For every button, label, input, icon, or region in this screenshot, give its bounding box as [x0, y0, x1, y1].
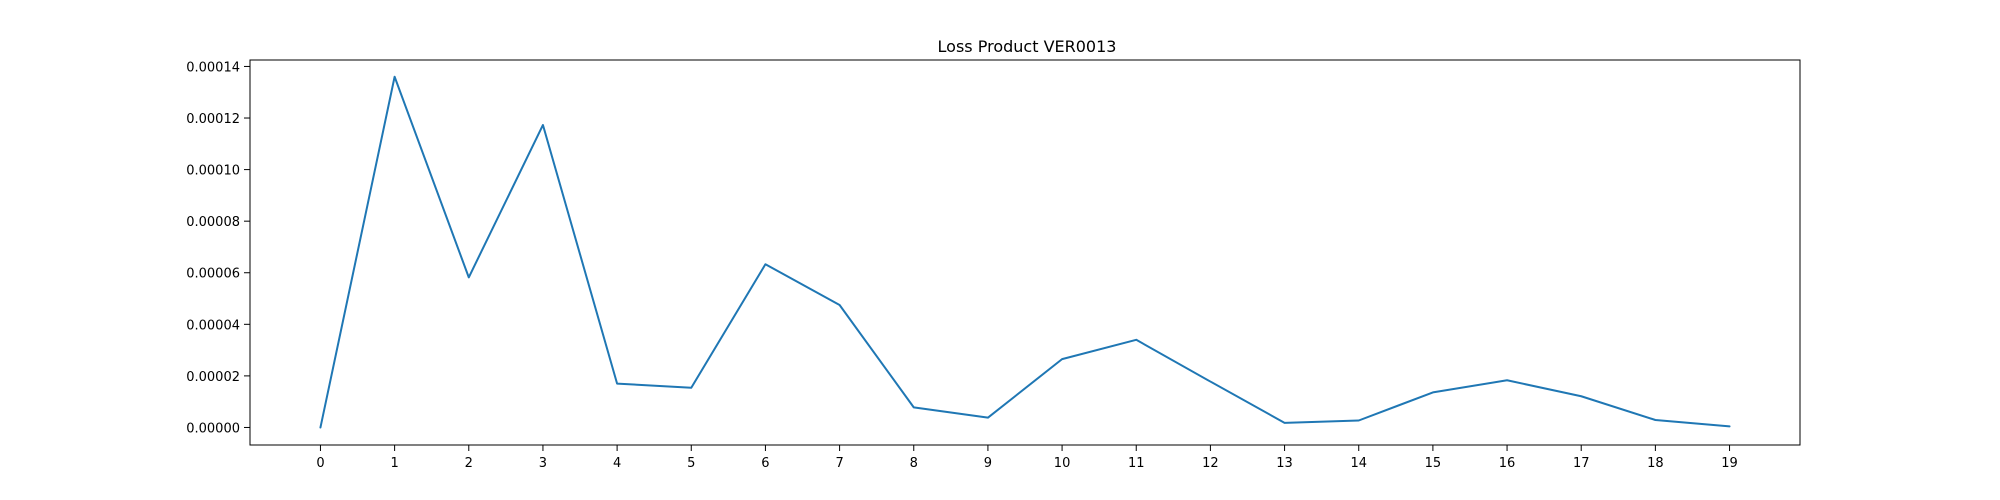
- x-tick-label: 11: [1128, 456, 1145, 471]
- x-tick-label: 4: [613, 456, 621, 471]
- y-tick-label: 0.00008: [186, 215, 240, 230]
- series-layer: [319, 75, 1731, 429]
- x-tick-label: 10: [1054, 456, 1071, 471]
- x-tick-label: 5: [687, 456, 695, 471]
- chart-title: Loss Product VER0013: [938, 37, 1117, 56]
- x-tick-label: 2: [465, 456, 473, 471]
- y-tick-label: 0.00000: [186, 421, 240, 436]
- plot-area-frame: [249, 59, 1801, 446]
- x-tick-label: 19: [1721, 456, 1738, 471]
- series-line: [319, 75, 1731, 429]
- x-tick-label: 15: [1425, 456, 1442, 471]
- y-tick-label: 0.00014: [186, 60, 240, 75]
- x-tick-label: 16: [1499, 456, 1516, 471]
- y-tick-label: 0.00002: [186, 370, 240, 385]
- x-tick-label: 3: [539, 456, 547, 471]
- x-axis: 0 1 2 3 4 5 6 7 8 9 10 11 12 13 14 15 16 17 18 19: [316, 445, 1738, 471]
- x-tick-label: 8: [910, 456, 918, 471]
- x-tick-label: 1: [390, 456, 398, 471]
- x-tick-label: 18: [1647, 456, 1664, 471]
- x-tick-label: 14: [1350, 456, 1367, 471]
- y-tick-label: 0.00006: [186, 267, 240, 282]
- x-tick-label: 17: [1573, 456, 1590, 471]
- x-tick-label: 12: [1202, 456, 1219, 471]
- x-tick-label: 9: [984, 456, 992, 471]
- x-tick-label: 13: [1276, 456, 1293, 471]
- y-tick-label: 0.00012: [186, 112, 240, 127]
- y-axis: 0.00000 0.00002 0.00004 0.00006 0.00008 0.000…: [186, 60, 250, 436]
- x-tick-label: 7: [835, 456, 843, 471]
- x-tick-label: 0: [316, 456, 324, 471]
- y-tick-label: 0.00010: [186, 164, 240, 179]
- y-tick-label: 0.00004: [186, 318, 240, 333]
- x-tick-label: 6: [761, 456, 769, 471]
